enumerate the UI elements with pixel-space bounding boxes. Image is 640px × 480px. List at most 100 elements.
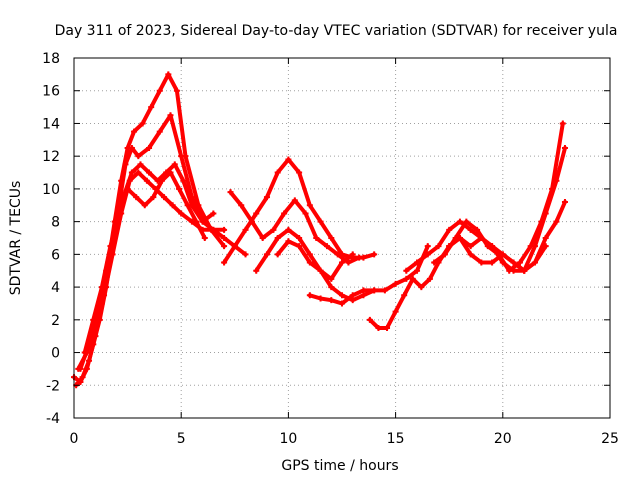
data-point	[81, 349, 88, 356]
data-point	[435, 243, 442, 250]
x-tick-label: 5	[177, 431, 186, 447]
data-point	[137, 161, 144, 168]
data-point	[381, 287, 388, 294]
data-point	[349, 292, 356, 299]
data-point	[542, 235, 549, 241]
data-point	[124, 145, 131, 151]
y-tick-label: 12	[42, 149, 60, 165]
data-point	[371, 287, 378, 294]
data-point	[124, 185, 131, 192]
data-point	[285, 156, 292, 163]
data-point	[561, 145, 568, 151]
data-point	[128, 169, 135, 176]
data-point	[133, 194, 140, 201]
data-point	[431, 259, 438, 266]
data-point	[328, 297, 335, 304]
data-point	[141, 202, 148, 209]
data-point	[116, 210, 123, 217]
data-point	[474, 226, 481, 233]
data-point	[86, 357, 93, 364]
data-point	[118, 177, 125, 184]
y-tick-label: 14	[42, 116, 60, 132]
data-point	[484, 243, 491, 250]
y-tick-label: 10	[42, 182, 60, 198]
data-point	[195, 202, 202, 209]
data-point	[424, 243, 431, 250]
data-point	[317, 218, 324, 225]
data-point	[156, 87, 163, 94]
data-point	[489, 259, 496, 266]
y-axis-label: SDTVAR / TECUs	[8, 181, 24, 296]
data-point	[139, 120, 146, 127]
data-point	[467, 243, 474, 250]
x-tick-label: 25	[601, 431, 619, 447]
data-point	[317, 295, 324, 302]
data-point	[274, 169, 281, 176]
data-point	[441, 251, 448, 258]
data-point	[131, 128, 138, 135]
data-point	[531, 259, 538, 266]
y-tick-label: -4	[46, 411, 60, 427]
axis-ticks: 0 5 10 15 20 25 -4 -2 0 2 4 6 8 10 12 14 16 18	[42, 51, 619, 447]
series-track-13	[431, 120, 566, 274]
data-point	[173, 87, 180, 94]
data-point	[274, 251, 281, 258]
data-point	[146, 145, 153, 151]
data-point	[167, 112, 174, 119]
data-point	[306, 259, 313, 266]
data-point	[171, 161, 178, 168]
data-point	[165, 71, 172, 78]
data-point	[199, 218, 206, 225]
data-point	[242, 251, 249, 258]
data-point	[143, 177, 150, 184]
data-point	[167, 169, 174, 176]
data-point	[169, 202, 176, 209]
data-point	[478, 259, 485, 266]
data-point	[306, 202, 313, 209]
data-point	[135, 169, 142, 176]
data-point	[414, 259, 421, 266]
data-point	[79, 374, 86, 381]
data-point	[281, 210, 288, 217]
data-point	[559, 120, 566, 127]
x-tick-label: 20	[494, 431, 512, 447]
data-point	[184, 202, 191, 209]
data-point	[384, 325, 391, 331]
data-point	[409, 275, 416, 282]
data-point	[414, 267, 421, 274]
series-track-10	[306, 287, 378, 307]
grid	[74, 58, 610, 418]
data-point	[221, 235, 228, 241]
data-point	[366, 316, 373, 323]
data-point	[296, 235, 303, 241]
data-point	[339, 292, 345, 299]
data-point	[403, 275, 410, 282]
data-point	[456, 235, 463, 241]
series-line	[447, 200, 567, 273]
data-point	[77, 365, 84, 372]
x-tick-label: 15	[387, 431, 405, 447]
data-point	[291, 197, 298, 204]
data-point	[242, 226, 249, 233]
data-point	[98, 284, 105, 291]
data-point	[339, 259, 345, 266]
data-point	[360, 287, 367, 294]
data-point	[263, 251, 270, 258]
data-point	[296, 169, 303, 176]
data-point	[339, 300, 345, 307]
data-point	[345, 259, 352, 266]
data-point	[375, 325, 382, 331]
data-point	[328, 235, 335, 241]
data-point	[356, 254, 363, 261]
data-point	[148, 104, 155, 111]
data-point	[221, 243, 228, 250]
data-point	[392, 280, 399, 287]
data-point	[418, 284, 425, 291]
data-point	[210, 210, 217, 217]
data-point	[467, 251, 474, 258]
data-point	[328, 284, 335, 291]
data-point	[90, 316, 97, 323]
data-point	[549, 185, 556, 192]
data-point	[306, 251, 313, 258]
